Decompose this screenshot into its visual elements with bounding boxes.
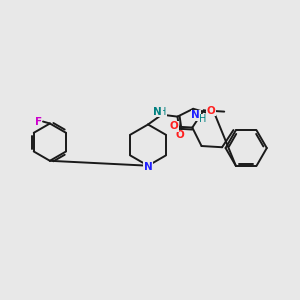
Text: N: N <box>144 162 152 172</box>
Text: H: H <box>199 114 206 124</box>
Text: N: N <box>154 107 162 117</box>
Text: N: N <box>191 110 200 120</box>
Text: O: O <box>175 130 184 140</box>
Text: O: O <box>169 122 178 131</box>
Text: H: H <box>159 107 166 117</box>
Text: O: O <box>206 106 215 116</box>
Text: F: F <box>34 116 42 127</box>
